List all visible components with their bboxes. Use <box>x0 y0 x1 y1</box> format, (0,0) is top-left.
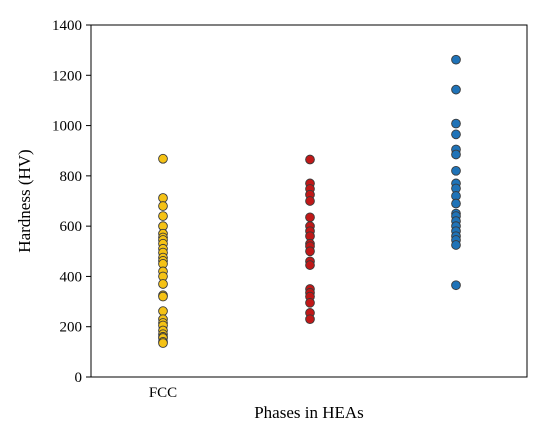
data-point <box>451 54 461 65</box>
data-point <box>451 149 461 160</box>
plot-frame <box>90 24 528 378</box>
y-tick-label: 1200 <box>52 68 82 84</box>
data-point <box>451 198 461 209</box>
y-tick-label: 1000 <box>52 119 82 135</box>
data-point <box>158 279 168 289</box>
data-point <box>158 306 168 316</box>
data-point <box>451 129 461 140</box>
data-points <box>158 54 461 348</box>
data-point <box>305 246 315 257</box>
data-point <box>305 154 315 165</box>
data-point <box>158 153 168 164</box>
y-tick-label: 200 <box>60 320 83 336</box>
data-point <box>451 118 461 129</box>
data-point <box>451 240 461 250</box>
data-point <box>305 297 315 308</box>
y-tick-label: 1400 <box>52 18 82 34</box>
y-tick-label: 600 <box>60 219 83 235</box>
y-axis-ticks: 0 200 400 600 800 1000 1200 1400 <box>52 18 91 386</box>
y-axis-title: Hardness (HV) <box>15 149 34 252</box>
data-point <box>305 212 315 223</box>
series-0 <box>158 153 168 348</box>
series-2 <box>451 54 461 291</box>
series-1 <box>305 154 315 325</box>
x-axis-title: Phases in HEAs <box>254 403 364 422</box>
data-point <box>451 84 461 95</box>
data-point <box>158 193 168 203</box>
data-point <box>305 196 315 206</box>
x-axis-ticks: FCC <box>149 385 177 401</box>
data-point <box>158 211 168 221</box>
data-point <box>158 338 168 348</box>
data-point <box>451 165 461 176</box>
y-tick-label: 800 <box>60 169 83 185</box>
x-tick-label: FCC <box>149 385 177 401</box>
data-point <box>305 260 315 270</box>
data-point <box>158 291 168 302</box>
data-point <box>451 280 461 291</box>
data-point <box>158 201 168 211</box>
y-tick-label: 0 <box>75 370 83 386</box>
data-point <box>305 314 315 325</box>
axes <box>90 24 528 378</box>
y-tick-label: 400 <box>60 269 83 285</box>
